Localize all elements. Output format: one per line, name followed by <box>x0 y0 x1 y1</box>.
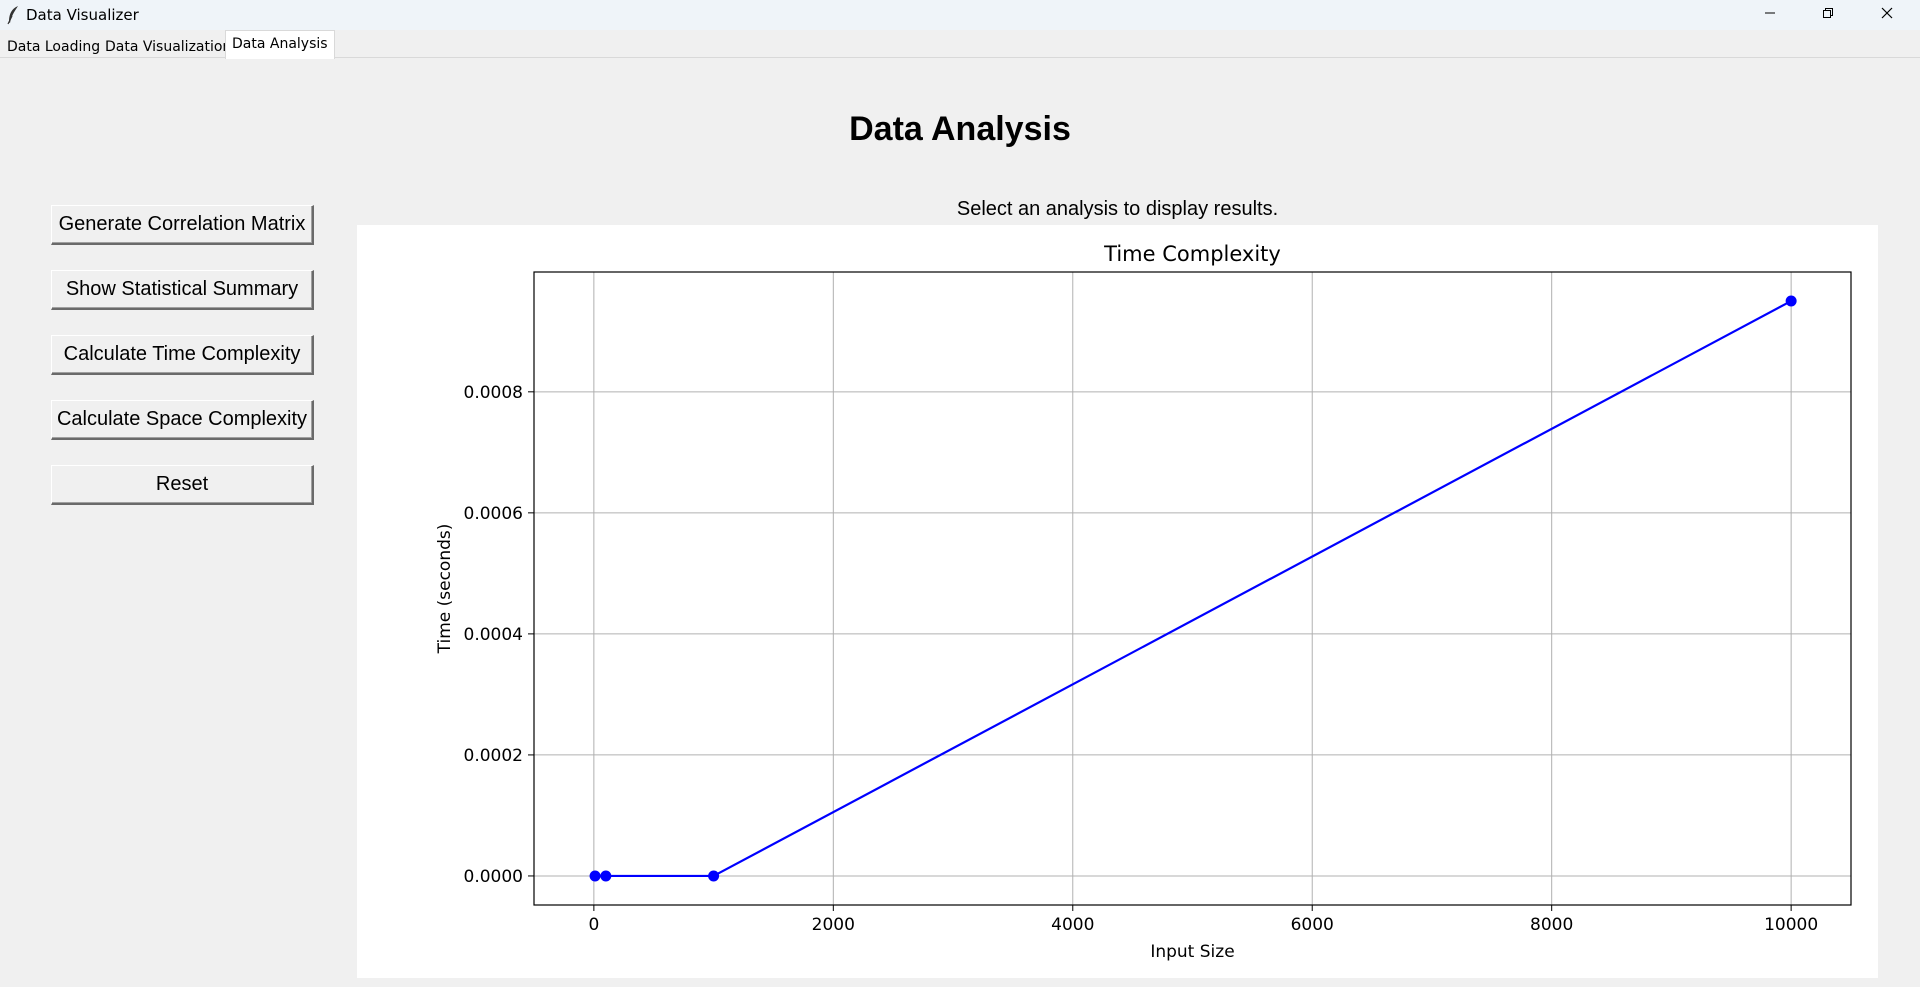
data-point <box>600 870 612 882</box>
minimize-icon <box>1764 6 1776 24</box>
x-tick-label: 6000 <box>1291 915 1334 935</box>
data-point <box>1785 295 1797 307</box>
y-tick-label: 0.0006 <box>464 504 523 524</box>
restore-button[interactable] <box>1799 0 1857 30</box>
tab-data-visualization[interactable]: Data Visualization <box>105 39 232 55</box>
y-tick-label: 0.0000 <box>464 867 523 887</box>
data-point <box>708 870 720 882</box>
x-tick-label: 4000 <box>1051 915 1094 935</box>
time-complexity-chart: 0 2000 4000 6000 8000 10000 0.0000 0.0002 0.0004… <box>435 242 1852 962</box>
restore-icon <box>1822 6 1834 24</box>
chart-title: Time Complexity <box>1103 242 1281 266</box>
x-tick-label: 2000 <box>812 915 855 935</box>
show-statistical-summary-button[interactable]: Show Statistical Summary <box>51 270 314 310</box>
y-axis-label: Time (seconds) <box>435 524 455 655</box>
y-tick-label: 0.0002 <box>464 746 523 766</box>
x-tick-label: 10000 <box>1764 915 1818 935</box>
chart-panel: 0 2000 4000 6000 8000 10000 0.0000 0.0002 0.0004… <box>357 225 1878 978</box>
y-tick-label: 0.0004 <box>464 625 523 645</box>
x-tick-label: 8000 <box>1530 915 1573 935</box>
window-title: Data Visualizer <box>26 6 139 24</box>
reset-button[interactable]: Reset <box>51 465 314 505</box>
data-point <box>589 870 601 882</box>
generate-correlation-matrix-button[interactable]: Generate Correlation Matrix <box>51 205 314 245</box>
title-bar: Data Visualizer <box>0 0 1920 30</box>
x-tick-label: 0 <box>588 915 599 935</box>
calculate-time-complexity-button[interactable]: Calculate Time Complexity <box>51 335 314 375</box>
calculate-space-complexity-button[interactable]: Calculate Space Complexity <box>51 400 314 440</box>
page-title: Data Analysis <box>849 110 1071 148</box>
plot-frame <box>533 271 1852 906</box>
y-tick-label: 0.0008 <box>464 383 523 403</box>
close-icon <box>1881 6 1893 24</box>
status-text: Select an analysis to display results. <box>956 198 1279 220</box>
tab-bar: Data Loading Data Visualization Data Ana… <box>0 30 1920 59</box>
x-axis-label: Input Size <box>1150 942 1234 962</box>
tab-data-analysis[interactable]: Data Analysis <box>225 30 335 59</box>
tab-data-loading[interactable]: Data Loading <box>7 39 101 55</box>
close-button[interactable] <box>1858 0 1916 30</box>
minimize-button[interactable] <box>1741 0 1799 30</box>
feather-icon <box>6 5 20 25</box>
series-line <box>595 300 1792 878</box>
